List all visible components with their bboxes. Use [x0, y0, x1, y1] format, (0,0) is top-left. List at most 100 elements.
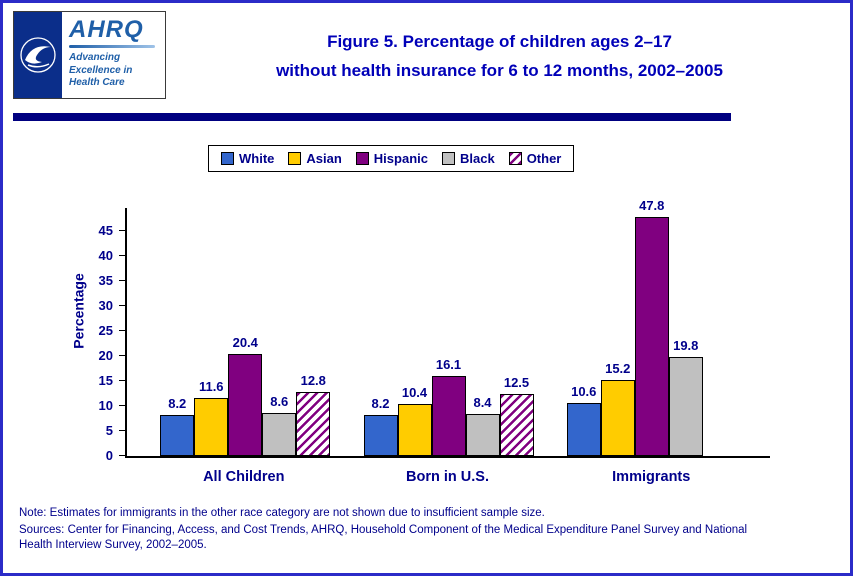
bar-slot: 12.5 — [499, 208, 534, 456]
bar-slot: 8.4 — [465, 208, 500, 456]
ahrq-wordmark: AHRQ — [69, 16, 144, 43]
bar-group-2: 8.2 10.4 16.1 8.4 12.5 — [363, 208, 534, 456]
bar-other — [499, 393, 534, 456]
bar-asian — [600, 380, 635, 456]
bar-slot — [703, 208, 737, 456]
y-axis-label: Percentage — [70, 273, 87, 349]
y-axis-tick-label: 15 — [98, 373, 113, 388]
bar-slot: 11.6 — [194, 208, 229, 456]
sources-text: Sources: Center for Financing, Access, a… — [19, 523, 748, 551]
bar-slot: 12.8 — [296, 208, 331, 456]
legend-item-black: Black — [441, 151, 495, 166]
y-axis-tick-label: 30 — [98, 298, 113, 313]
tagline-line-1: Advancing — [69, 52, 121, 63]
y-axis-tick-mark — [119, 330, 127, 331]
legend-label: White — [239, 151, 275, 166]
bar-slot: 10.4 — [397, 208, 432, 456]
hhs-eagle-svg — [20, 37, 56, 73]
bar-value-label: 12.5 — [503, 374, 530, 390]
ahrq-tagline: Advancing Excellence in Health Care — [69, 52, 161, 90]
y-axis-tick-label: 0 — [105, 448, 113, 463]
legend-swatch-hispanic — [355, 152, 369, 165]
bar-asian — [194, 398, 229, 456]
tagline-line-3: Health Care — [69, 77, 125, 88]
y-axis-tick-mark — [119, 230, 127, 231]
hhs-eagle-icon — [14, 12, 62, 98]
legend-item-asian: Asian — [288, 151, 342, 166]
y-axis-tick-mark — [119, 380, 127, 381]
legend-swatch-black — [441, 152, 455, 165]
bar-asian — [397, 404, 432, 456]
bar-value-label: 8.6 — [270, 394, 289, 409]
logo-swoosh — [69, 45, 155, 48]
bar-group-1: 8.2 11.6 20.4 8.6 12.8 — [160, 208, 331, 456]
legend-label: Other — [526, 151, 562, 166]
legend-item-other: Other — [508, 151, 562, 166]
bar-value-label: 11.6 — [198, 379, 224, 394]
y-axis-tick-label: 5 — [105, 423, 113, 438]
bar-chart: Percentage 0 5 10 15 20 25 30 35 40 45 8.2 11.6 20.4… — [3, 183, 850, 503]
bar-slot: 19.8 — [668, 208, 703, 456]
bar-slot: 20.4 — [228, 208, 263, 456]
bar-value-label: 10.4 — [401, 385, 428, 400]
bar-black — [668, 357, 703, 456]
bar-black — [465, 414, 500, 456]
y-axis-tick-mark — [119, 255, 127, 256]
x-axis-category-label: Immigrants — [612, 469, 691, 485]
y-axis-tick-mark — [119, 355, 127, 356]
y-axis-tick-mark — [119, 305, 127, 306]
bar-other — [296, 392, 331, 456]
figure-title: Figure 5. Percentage of children ages 2–… — [173, 27, 826, 85]
bar-black — [262, 413, 297, 456]
bar-value-label: 19.8 — [673, 338, 699, 353]
x-axis-categories: All Children Born in U.S. Immigrants — [125, 469, 770, 485]
legend-label: Black — [459, 151, 495, 166]
bar-slot: 16.1 — [431, 208, 466, 456]
y-axis-tick-mark — [119, 405, 127, 406]
bar-slot: 47.8 — [634, 198, 669, 456]
bar-value-label: 8.2 — [168, 396, 187, 411]
ahrq-logo: AHRQ Advancing Excellence in Health Care — [13, 11, 166, 99]
bar-value-label: 15.2 — [605, 361, 631, 376]
figure-title-line-2: without health insurance for 6 to 12 mon… — [276, 61, 723, 80]
bar-white — [160, 415, 195, 456]
y-axis-tick-mark — [119, 455, 127, 456]
legend-swatch-other — [508, 152, 522, 165]
legend-item-hispanic: Hispanic — [355, 151, 428, 166]
ahrq-logo-text: AHRQ Advancing Excellence in Health Care — [62, 12, 165, 98]
y-axis-tick-mark — [119, 430, 127, 431]
plot-area: 0 5 10 15 20 25 30 35 40 45 8.2 11.6 20.4 8.6 12.8 8.2 1… — [99, 198, 770, 463]
bar-hispanic — [228, 354, 263, 456]
y-axis-tick-label: 20 — [98, 348, 113, 363]
y-axis-tick-mark — [119, 280, 127, 281]
bar-slot: 8.6 — [262, 208, 297, 456]
x-axis-category-label: Born in U.S. — [406, 469, 489, 485]
bar-hispanic — [634, 217, 669, 456]
footnotes: Note: Estimates for immigrants in the ot… — [19, 506, 759, 553]
legend-item-white: White — [221, 151, 274, 166]
legend-label: Asian — [306, 151, 342, 166]
x-axis-category-label: All Children — [203, 469, 285, 485]
bar-slot: 8.2 — [160, 208, 195, 456]
y-axis-tick-label: 10 — [98, 398, 113, 413]
figure-title-line-1: Figure 5. Percentage of children ages 2–… — [327, 32, 672, 51]
bar-slot: 10.6 — [566, 208, 601, 456]
bar-white — [566, 403, 601, 456]
legend-swatch-asian — [288, 152, 302, 165]
bar-hispanic — [431, 375, 466, 456]
y-axis-tick-label: 40 — [98, 248, 113, 263]
bar-white — [363, 415, 398, 456]
legend-label: Hispanic — [373, 151, 428, 166]
y-axis-tick-label: 45 — [98, 223, 113, 238]
chart-legend: White Asian Hispanic Black Other — [208, 145, 575, 172]
bar-value-label: 47.8 — [639, 198, 665, 213]
bar-value-label: 16.1 — [435, 356, 462, 372]
note-text: Note: Estimates for immigrants in the ot… — [19, 507, 545, 519]
bar-value-label: 10.6 — [571, 384, 597, 399]
bar-value-label: 12.8 — [300, 373, 326, 388]
y-axis-tick-label: 35 — [98, 273, 113, 288]
bar-value-label: 8.2 — [371, 396, 390, 411]
bar-slot: 8.2 — [363, 208, 398, 456]
bar-slot: 15.2 — [600, 208, 635, 456]
